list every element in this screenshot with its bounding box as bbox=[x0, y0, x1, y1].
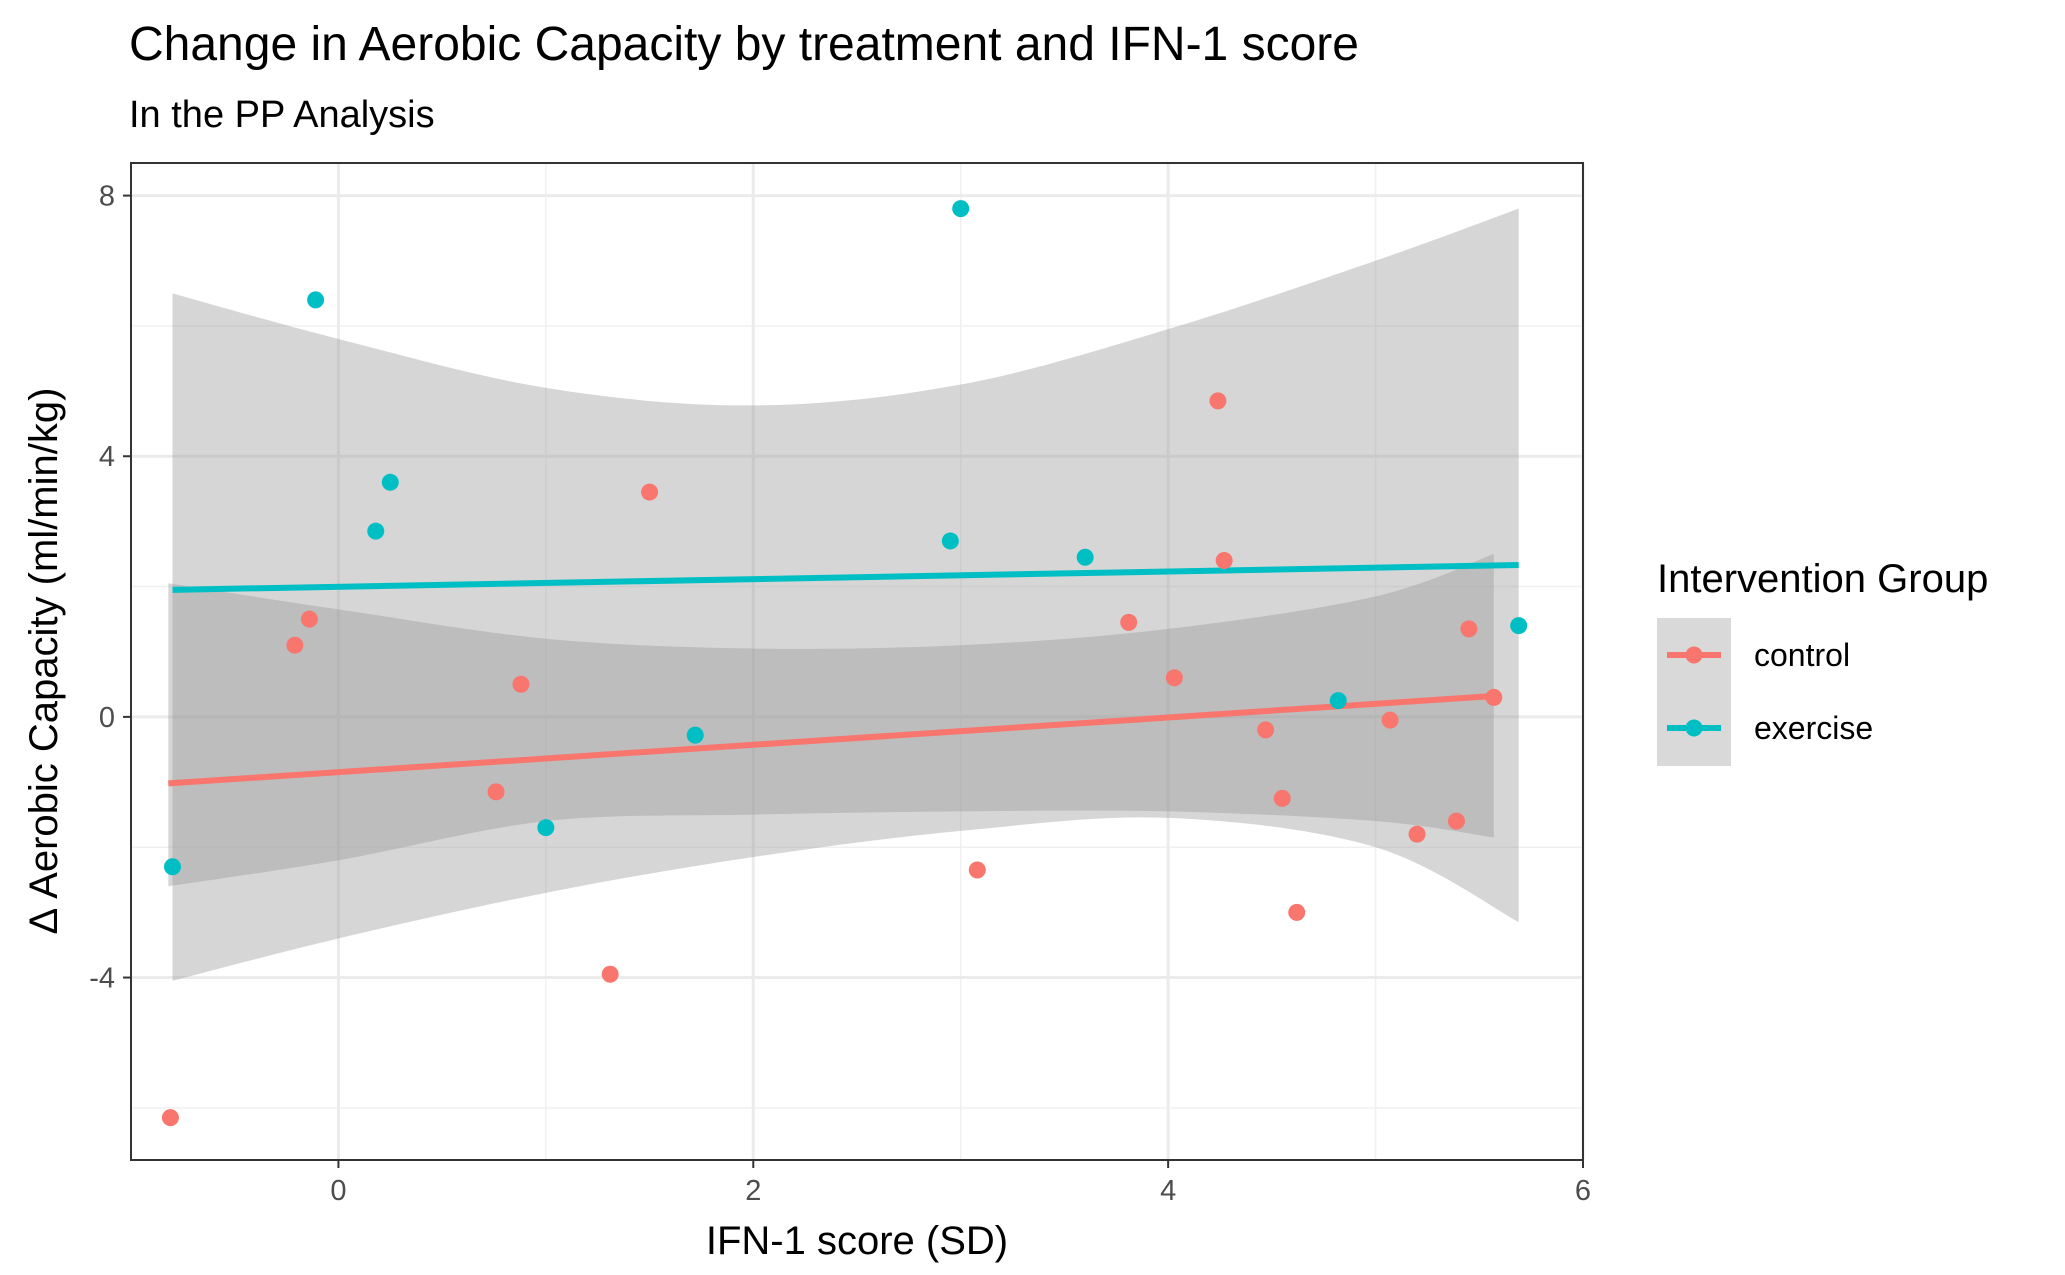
point-control bbox=[1215, 551, 1233, 569]
point-control bbox=[641, 483, 659, 501]
plot-panel-border bbox=[130, 162, 1584, 1161]
point-control bbox=[1460, 620, 1478, 638]
point-control bbox=[161, 1109, 179, 1127]
point-control bbox=[286, 636, 304, 654]
fit-line-control bbox=[168, 693, 1495, 787]
x-tick-label: 4 bbox=[1160, 1175, 1176, 1207]
legend-key-background bbox=[1657, 618, 1731, 766]
point-control bbox=[601, 965, 619, 983]
point-control bbox=[300, 610, 318, 628]
point-control bbox=[1381, 711, 1399, 729]
legend-title: Intervention Group bbox=[1657, 557, 1988, 601]
point-control bbox=[1257, 721, 1275, 739]
legend-key-point-exercise bbox=[1685, 719, 1703, 737]
point-exercise bbox=[1329, 692, 1347, 710]
point-control bbox=[968, 861, 986, 879]
grid-lines bbox=[130, 163, 1585, 1160]
point-exercise bbox=[307, 291, 325, 309]
y-tick-label: 4 bbox=[99, 441, 115, 473]
point-exercise bbox=[381, 473, 399, 491]
point-exercise bbox=[537, 819, 555, 837]
point-control bbox=[487, 783, 505, 801]
point-control bbox=[1485, 688, 1503, 706]
legend-label-control: control bbox=[1754, 637, 1850, 673]
y-axis-title: Δ Aerobic Capacity (ml/min/kg) bbox=[22, 388, 66, 935]
plot-panel-background bbox=[131, 163, 1583, 1160]
x-tick-label: 2 bbox=[745, 1175, 761, 1207]
point-control bbox=[1273, 789, 1291, 807]
y-tick-label: 0 bbox=[99, 702, 115, 734]
legend: Intervention Group control exercise bbox=[1657, 557, 1988, 766]
data-points bbox=[161, 200, 1528, 1127]
x-tick-label: 0 bbox=[330, 1175, 346, 1207]
point-control bbox=[512, 675, 530, 693]
point-control bbox=[1447, 812, 1465, 830]
point-exercise bbox=[952, 200, 970, 218]
fit-line-exercise bbox=[172, 562, 1519, 593]
point-exercise bbox=[1510, 617, 1528, 635]
confidence-band-control bbox=[168, 553, 1494, 887]
point-control bbox=[1288, 903, 1306, 921]
fit-lines bbox=[168, 562, 1519, 787]
chart-subtitle: In the PP Analysis bbox=[129, 94, 435, 136]
legend-key-point-control bbox=[1685, 646, 1703, 664]
point-exercise bbox=[686, 726, 704, 744]
point-control bbox=[1209, 392, 1227, 410]
point-control bbox=[1120, 613, 1138, 631]
confidence-bands bbox=[168, 208, 1519, 981]
axis-ticks: 0 2 4 6 -4 0 4 8 bbox=[89, 181, 1591, 1207]
point-control bbox=[1408, 825, 1426, 843]
y-tick-label: 8 bbox=[99, 181, 115, 213]
x-tick-label: 6 bbox=[1575, 1175, 1591, 1207]
point-control bbox=[1165, 669, 1183, 687]
confidence-band-exercise bbox=[172, 208, 1519, 981]
y-tick-label: -4 bbox=[89, 963, 115, 995]
point-exercise bbox=[1076, 548, 1094, 566]
chart-title: Change in Aerobic Capacity by treatment … bbox=[129, 18, 1359, 71]
point-exercise bbox=[367, 522, 385, 540]
point-exercise bbox=[163, 858, 181, 876]
legend-label-exercise: exercise bbox=[1754, 710, 1873, 746]
x-axis-title: IFN-1 score (SD) bbox=[706, 1219, 1008, 1263]
point-exercise bbox=[941, 532, 959, 550]
